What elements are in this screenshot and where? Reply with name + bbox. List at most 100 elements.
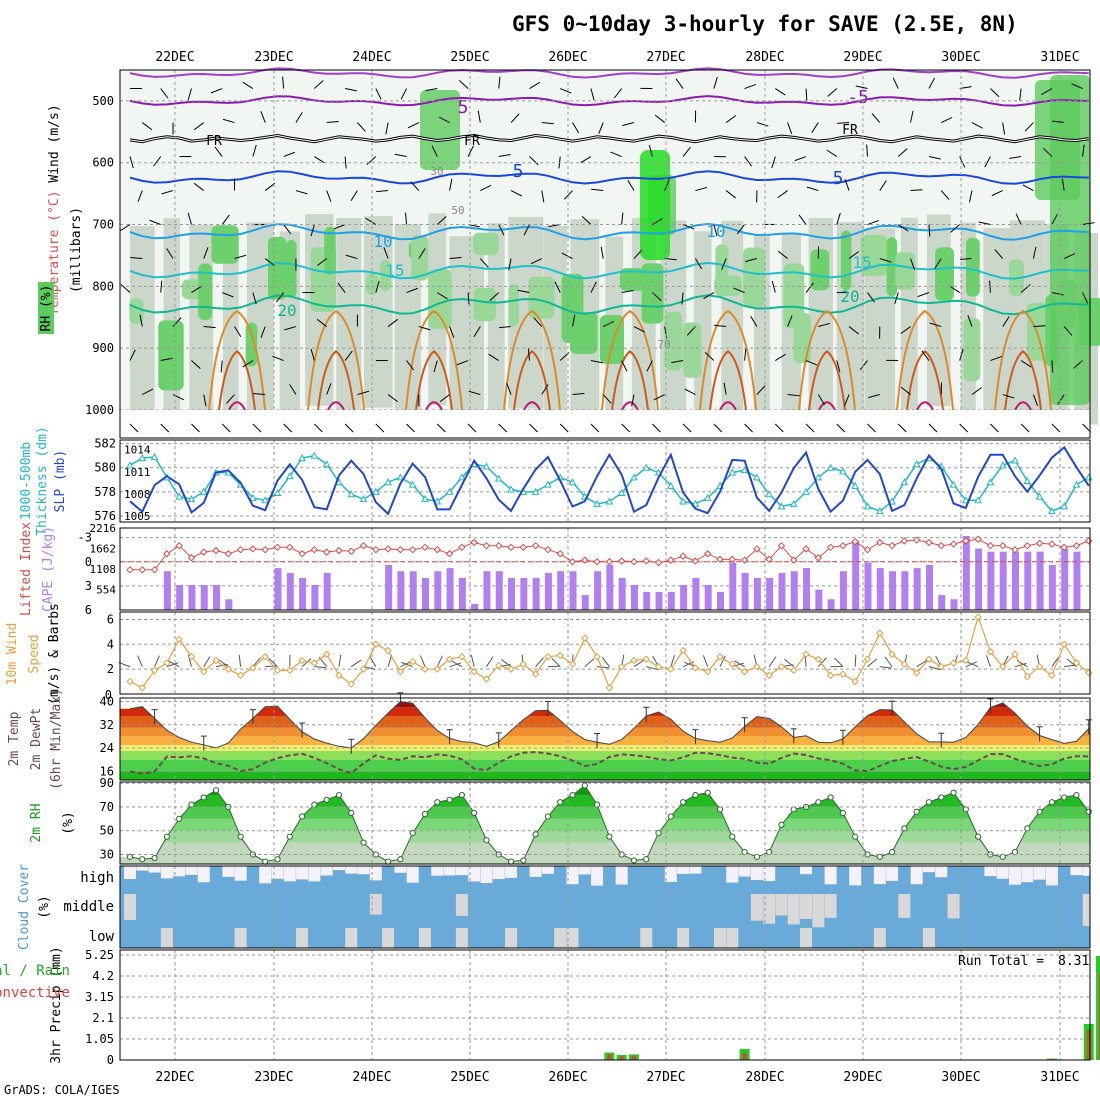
cloud-high-gap — [566, 866, 579, 885]
wind-barb — [418, 326, 431, 331]
wind-barb — [418, 248, 426, 259]
isotherm-freezing-core — [129, 134, 1089, 143]
wind-barb — [744, 83, 757, 90]
cape-bar — [618, 577, 626, 610]
wind-barb — [1020, 423, 1030, 433]
rh-point — [876, 853, 883, 860]
li-point — [802, 545, 810, 553]
wind-point — [740, 667, 749, 676]
wind-barb — [1082, 144, 1085, 157]
axis-label-rh-2: (%) — [61, 811, 76, 834]
wind-barb — [314, 666, 327, 669]
wind-barb — [222, 118, 235, 124]
rh-shade — [714, 275, 742, 296]
wind-barb — [160, 357, 173, 362]
rh-point — [741, 849, 748, 856]
isotherm-40 — [719, 401, 737, 411]
wind-barb — [916, 659, 928, 668]
rh-shade — [935, 247, 954, 301]
wind-barb — [1082, 222, 1095, 226]
rh-shade — [324, 226, 336, 276]
rh-point — [815, 799, 822, 806]
cape-bar — [803, 568, 811, 610]
isotherm--5 — [129, 95, 1089, 107]
wind-barb — [787, 394, 800, 397]
li-point — [826, 543, 835, 552]
contour-label: 70 — [657, 338, 670, 351]
rh-point — [1048, 799, 1055, 806]
wind-point — [999, 662, 1007, 671]
wind-barb — [407, 122, 420, 129]
rh-point — [286, 833, 293, 840]
wind-barb — [252, 423, 262, 433]
thickness-point — [273, 489, 282, 497]
wind-point — [409, 657, 417, 666]
cape-bar — [889, 571, 897, 610]
wind-barb — [499, 326, 512, 329]
wind-barb — [385, 122, 389, 135]
panel-frame — [119, 611, 1091, 695]
wind-barb — [449, 326, 455, 338]
wind-barb — [191, 360, 201, 369]
wind-barb — [990, 355, 1002, 362]
wind-barb — [468, 390, 481, 396]
wind-barb — [210, 88, 223, 94]
wind-barb — [897, 148, 908, 157]
ytick-label: 50 — [100, 824, 114, 838]
label-part: 2m DewPt — [29, 708, 44, 771]
wind-barb — [203, 247, 209, 259]
wind-point — [1023, 672, 1031, 681]
ytick-label: 3.15 — [85, 990, 114, 1004]
li-point — [1023, 541, 1031, 550]
thickness-point — [1023, 476, 1032, 484]
wind-point — [974, 613, 982, 621]
wind-barb — [613, 88, 623, 99]
wind-barb — [725, 190, 736, 199]
wind-barb — [990, 88, 1000, 98]
wind-barb — [653, 394, 665, 401]
wind-barb — [1051, 656, 1060, 667]
li-point — [999, 541, 1007, 550]
cape-bar — [790, 571, 798, 610]
wind-barb — [733, 287, 745, 294]
cloud-high-gap — [689, 866, 702, 874]
wind-point — [1035, 662, 1044, 671]
wind-barb — [439, 394, 450, 403]
li-point — [974, 535, 982, 543]
wind-barb — [438, 116, 450, 123]
label-part: (6hr Min/Max) — [49, 688, 64, 790]
wind-barb — [406, 360, 415, 371]
li-point — [544, 545, 552, 554]
li-point — [1035, 539, 1044, 547]
wind-barb — [867, 658, 878, 668]
wind-barb — [879, 180, 887, 191]
isotherm-30 — [405, 309, 463, 411]
axis-label-wind-1: 10m Wind — [5, 623, 20, 686]
thickness-point — [531, 487, 540, 495]
cloud-level-label: high — [80, 870, 114, 886]
wind-barb — [129, 423, 139, 433]
wind-barb — [603, 320, 615, 327]
rh-point — [655, 830, 662, 837]
cloud-middle-gap — [455, 894, 468, 916]
wind-barb — [214, 146, 223, 157]
cloud-high-gap — [296, 866, 309, 880]
cloud-high-gap — [431, 866, 444, 876]
thickness-point — [408, 480, 417, 488]
wind-barb — [394, 153, 407, 158]
wind-barb — [775, 353, 786, 361]
wind-barb — [226, 394, 235, 404]
cloud-high-gap — [750, 866, 763, 880]
rh-legend-swatch — [38, 282, 54, 334]
isotherm-35 — [906, 350, 944, 411]
cloud-high-gap — [1070, 866, 1083, 876]
cloud-level-label: middle — [63, 899, 114, 915]
wind-barb — [855, 85, 868, 90]
wind-point — [384, 646, 392, 655]
rh-point — [335, 791, 343, 799]
wind-barb — [1073, 360, 1083, 369]
wind-barb — [118, 662, 131, 668]
rh-shade — [528, 276, 555, 319]
cape-bar — [950, 599, 958, 610]
wind-barb — [684, 388, 696, 395]
